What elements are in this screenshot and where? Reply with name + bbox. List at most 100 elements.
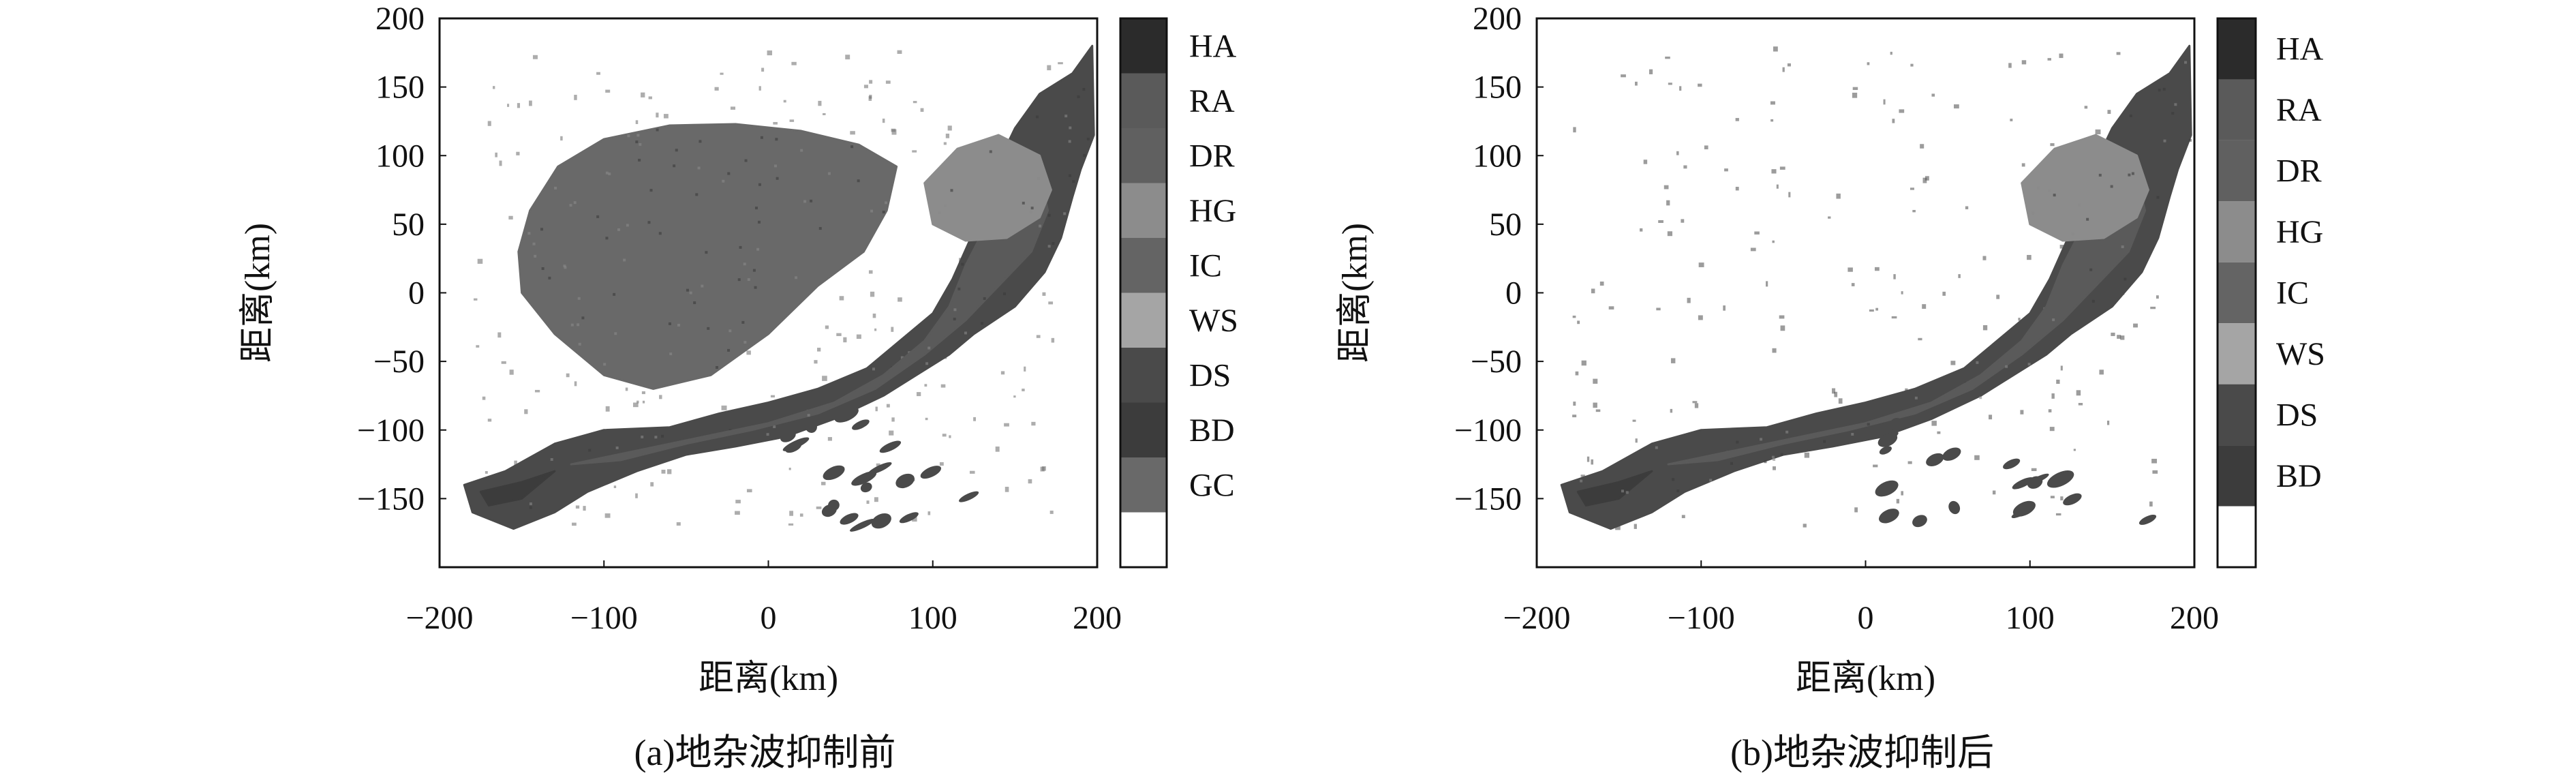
clutter-blob	[834, 406, 859, 423]
texture-dot	[656, 128, 659, 132]
speckle	[575, 505, 580, 509]
texture-dot	[1709, 479, 1713, 482]
texture-dot	[1035, 115, 1039, 119]
legend-swatch-hg	[2218, 201, 2256, 262]
texture-dot	[1780, 453, 1783, 456]
speckle	[1577, 320, 1580, 325]
speckle	[2031, 468, 2037, 471]
speckle	[632, 402, 639, 408]
texture-dot	[540, 228, 544, 231]
speckle	[735, 511, 740, 515]
clutter-blob	[821, 504, 837, 517]
texture-dot	[773, 425, 776, 429]
texture-dot	[752, 269, 756, 272]
texture-dot	[705, 251, 708, 254]
speckle	[866, 500, 870, 504]
speckle	[1005, 487, 1009, 492]
speckle	[2150, 306, 2156, 310]
texture-dot	[1785, 430, 1789, 434]
texture-dot	[950, 189, 953, 192]
speckle	[514, 460, 517, 466]
speckle	[1770, 119, 1774, 122]
speckle	[1649, 69, 1653, 74]
speckle	[1852, 92, 1858, 98]
speckle	[912, 150, 917, 153]
clutter-blob	[840, 513, 859, 525]
speckle	[1852, 87, 1858, 90]
speckle	[1773, 466, 1776, 470]
speckle	[973, 417, 977, 421]
speckle	[2107, 110, 2111, 115]
speckle	[1953, 104, 1959, 109]
speckle	[574, 381, 577, 387]
speckle	[509, 370, 514, 375]
clutter-blob	[2046, 470, 2074, 488]
texture-dot	[756, 247, 760, 251]
speckle	[656, 112, 659, 118]
speckle	[1735, 118, 1739, 121]
speckle	[1643, 160, 1648, 164]
y-tick-label: 100	[1473, 138, 1522, 174]
speckle	[2117, 335, 2121, 339]
speckle	[1931, 421, 1937, 426]
speckle	[897, 50, 902, 54]
texture-dot	[953, 308, 957, 312]
clutter-blob	[879, 440, 902, 453]
legend-label: BD	[1189, 412, 1235, 449]
speckle	[507, 104, 510, 107]
speckle	[2008, 63, 2012, 68]
legend-label: GC	[1189, 467, 1235, 503]
speckle	[891, 129, 897, 135]
x-tick-label: −200	[405, 600, 473, 636]
speckle	[1000, 371, 1005, 375]
texture-dot	[1003, 292, 1007, 295]
clutter-blob	[849, 519, 875, 532]
speckle	[1893, 274, 1896, 280]
speckle	[898, 297, 902, 302]
texture-dot	[697, 166, 701, 170]
texture-dot	[1047, 213, 1051, 217]
speckle	[856, 334, 861, 339]
speckle	[761, 67, 765, 72]
colorbar-legend: HA RA DR HG IC WS DS BD GC	[1119, 17, 1238, 569]
texture-dot	[649, 189, 653, 192]
texture-dot	[964, 331, 967, 335]
legend-swatch-ws	[2218, 323, 2256, 385]
figure-caption: (b)地杂波抑制后	[1730, 732, 1994, 773]
speckle	[1918, 337, 1922, 341]
speckle	[1950, 361, 1956, 365]
legend-label: RA	[1189, 83, 1235, 119]
speckle	[2051, 393, 2055, 399]
speckle	[637, 400, 639, 404]
texture-dot	[529, 506, 532, 509]
speckle	[605, 406, 610, 412]
texture-dot	[1069, 126, 1072, 130]
speckle	[2151, 458, 2158, 464]
texture-dot	[2053, 194, 2056, 197]
speckle	[773, 121, 778, 125]
texture-dot	[1022, 201, 1025, 205]
speckle	[1047, 65, 1052, 71]
texture-dot	[1030, 207, 1034, 210]
speckle	[1996, 295, 2000, 299]
speckle	[746, 489, 752, 493]
x-tick-label: 200	[2170, 600, 2219, 636]
speckle	[1896, 498, 1900, 504]
texture-dot	[775, 138, 778, 141]
texture-dot	[578, 342, 581, 346]
texture-dot	[693, 301, 696, 305]
speckle	[817, 348, 821, 352]
speckle	[891, 327, 894, 332]
speckle	[1663, 185, 1669, 190]
speckle	[939, 462, 944, 466]
legend-label: BD	[2276, 458, 2322, 494]
texture-dot	[2089, 268, 2093, 271]
texture-dot	[605, 237, 609, 240]
speckle	[1875, 307, 1879, 311]
texture-dot	[626, 224, 629, 227]
speckle	[2078, 403, 2083, 406]
chart-panel-a: −200 −100 0 100 200 200 150 100 50 0 −50 −100 −150 距离…	[239, 1, 1238, 773]
legend-label: DS	[2276, 397, 2318, 433]
speckle	[2010, 119, 2013, 121]
texture-dot	[727, 348, 731, 352]
